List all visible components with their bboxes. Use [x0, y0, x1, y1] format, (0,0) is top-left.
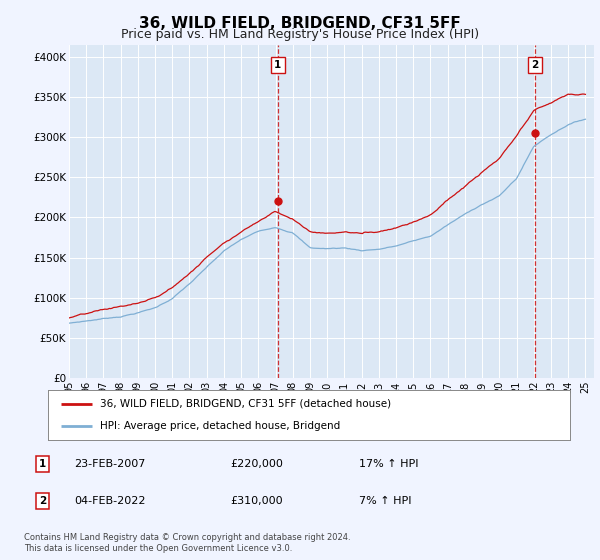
Text: 7% ↑ HPI: 7% ↑ HPI: [359, 496, 412, 506]
Text: Contains HM Land Registry data © Crown copyright and database right 2024.
This d: Contains HM Land Registry data © Crown c…: [24, 533, 350, 553]
Text: 1: 1: [39, 459, 46, 469]
Text: Price paid vs. HM Land Registry's House Price Index (HPI): Price paid vs. HM Land Registry's House …: [121, 28, 479, 41]
Text: £310,000: £310,000: [230, 496, 283, 506]
Text: HPI: Average price, detached house, Bridgend: HPI: Average price, detached house, Brid…: [100, 421, 340, 431]
Text: 04-FEB-2022: 04-FEB-2022: [74, 496, 146, 506]
Text: 36, WILD FIELD, BRIDGEND, CF31 5FF (detached house): 36, WILD FIELD, BRIDGEND, CF31 5FF (deta…: [100, 399, 391, 409]
Text: 2: 2: [532, 60, 539, 70]
Text: 1: 1: [274, 60, 281, 70]
Text: 17% ↑ HPI: 17% ↑ HPI: [359, 459, 418, 469]
Text: £220,000: £220,000: [230, 459, 283, 469]
Text: 2: 2: [39, 496, 46, 506]
Text: 36, WILD FIELD, BRIDGEND, CF31 5FF: 36, WILD FIELD, BRIDGEND, CF31 5FF: [139, 16, 461, 31]
Text: 23-FEB-2007: 23-FEB-2007: [74, 459, 146, 469]
